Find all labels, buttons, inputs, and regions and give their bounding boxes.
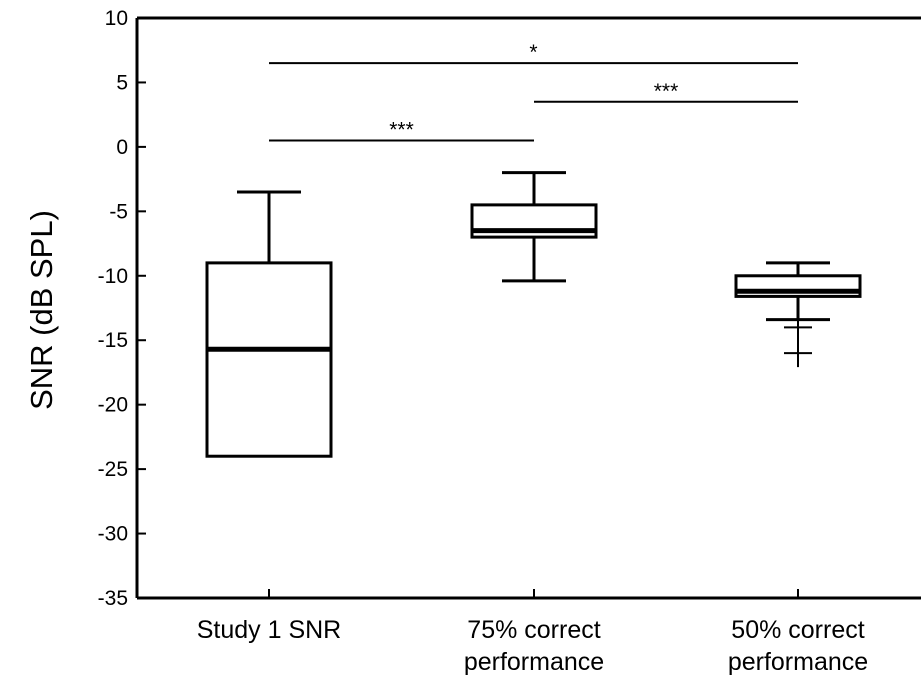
y-tick-label: -10 [98,265,128,288]
y-tick-label: -35 [98,587,128,610]
significance-label: *** [389,118,414,141]
category-label: performance [464,648,604,675]
y-tick-label: 5 [116,71,128,94]
iqr-box [205,261,333,458]
y-axis-title: SNR (dB SPL) [24,210,59,410]
significance-label: *** [654,80,679,103]
y-ticks: 10 5 0 -5 -10 -15 -20 -25 -30 -35 [98,7,146,610]
y-tick-label: -20 [98,394,128,417]
y-tick-label: -30 [98,523,128,546]
significance-brackets: ******* [269,41,798,142]
box-1 [205,190,333,458]
box-3 [734,261,862,368]
category-label: performance [728,648,868,675]
axes-frame [135,16,921,600]
y-tick-label: -5 [109,200,128,223]
y-tick-label: 10 [105,7,128,30]
y-axis-title-group: SNR (dB SPL) [24,210,59,410]
category-label: 50% correct [731,616,864,644]
category-labels: Study 1 SNR 75% correct performance 50% cor… [197,616,868,675]
y-tick-label: -15 [98,329,128,352]
box-2 [470,171,598,283]
significance-label: * [529,41,537,64]
box-series [205,171,862,458]
y-tick-label: 0 [116,136,128,159]
y-tick-label: -25 [98,458,128,481]
category-label: Study 1 SNR [197,616,342,644]
category-label: 75% correct [467,616,600,644]
